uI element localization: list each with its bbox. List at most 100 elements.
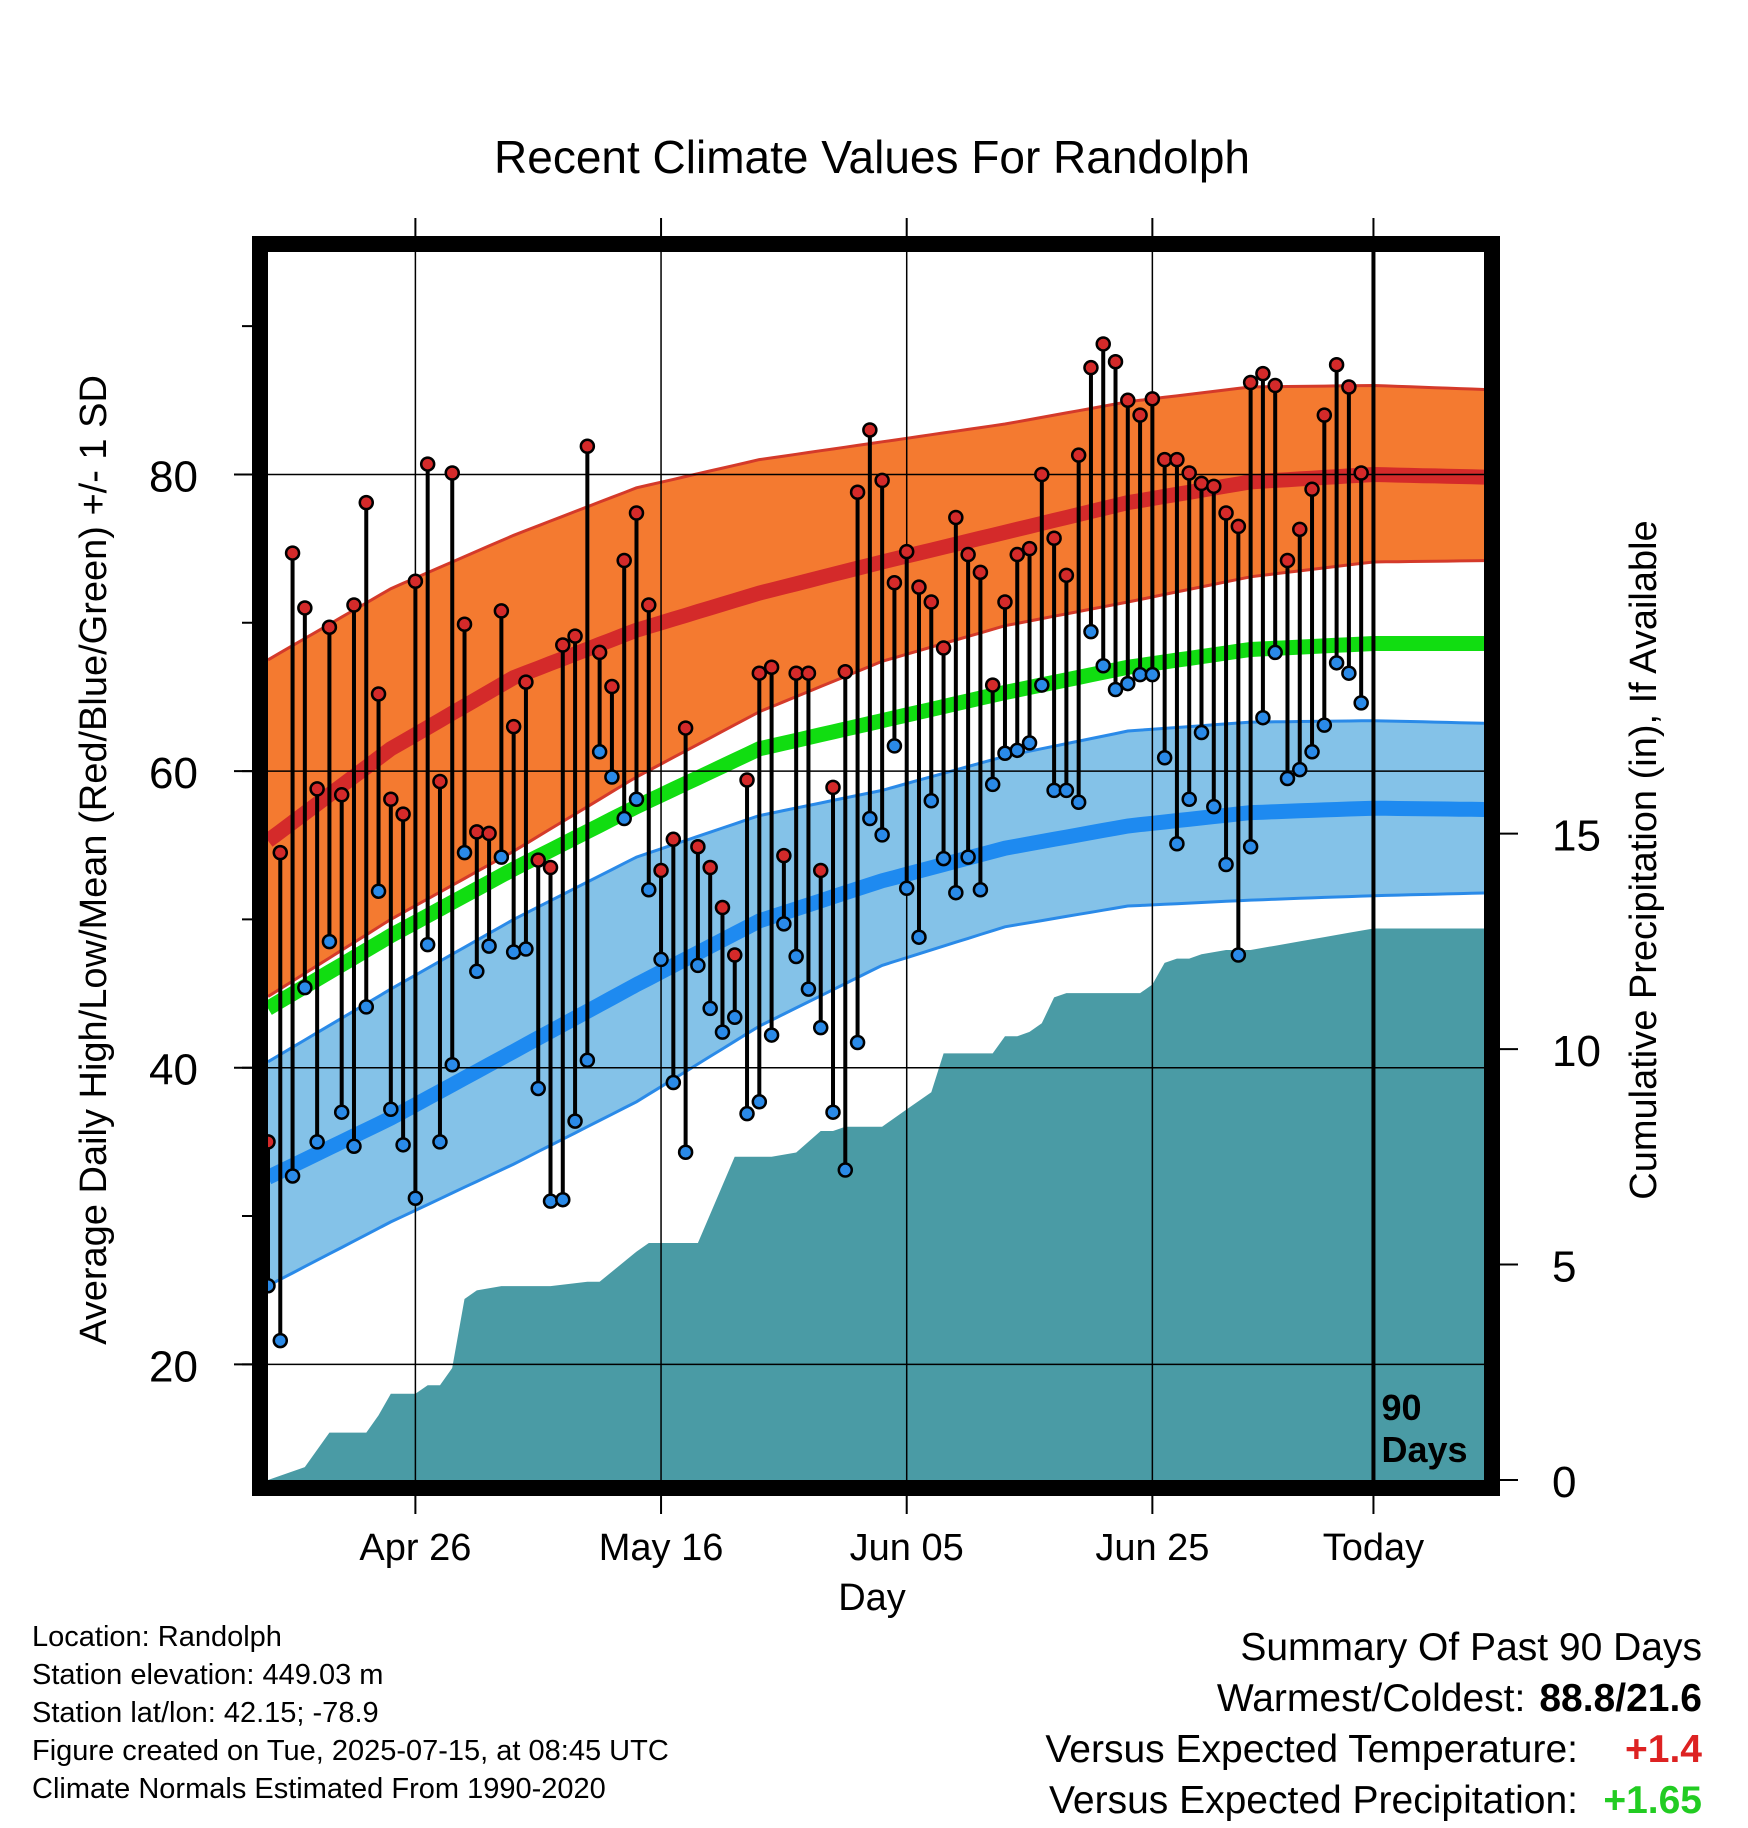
normals-text: Climate Normals Estimated From 1990-2020 (32, 1773, 606, 1805)
daily-high-point (800, 665, 817, 681)
daily-high-point (505, 718, 522, 735)
daily-low-point (665, 1074, 682, 1091)
y-tick-label: 20 (149, 1342, 198, 1391)
daily-low-point (837, 1162, 854, 1178)
daily-low-point (812, 1019, 829, 1036)
y-axis-label: Average Daily High/Low/Mean (Red/Blue/Gr… (73, 375, 115, 1345)
daily-high-point (948, 509, 964, 526)
daily-low-point (1120, 675, 1136, 692)
daily-high-point (297, 600, 313, 616)
daily-low-point (898, 880, 915, 896)
daily-high-point (776, 847, 792, 864)
daily-high-point (1193, 475, 1210, 492)
daily-high-point (1169, 451, 1185, 468)
daily-high-point (972, 564, 989, 581)
daily-high-point (751, 665, 768, 681)
daily-low-point (984, 776, 1001, 793)
latlon-text: Station lat/lon: 42.15; -78.9 (32, 1697, 379, 1729)
daily-high-point (395, 806, 411, 822)
daily-low-point (1070, 794, 1087, 810)
daily-high-point (665, 831, 682, 848)
daily-high-point (641, 597, 657, 613)
precipitation-anomaly-label: Versus Expected Precipitation: (1049, 1779, 1578, 1822)
daily-high-point (456, 616, 473, 633)
daily-low-point (800, 981, 817, 997)
y2-tick-label: 0 (1552, 1458, 1576, 1507)
daily-low-point (542, 1193, 559, 1209)
daily-high-point (1107, 353, 1124, 370)
daily-low-point (1292, 761, 1308, 778)
daily-high-point (358, 494, 375, 511)
y-tick-label: 80 (149, 452, 198, 501)
daily-high-point (935, 640, 952, 656)
daily-high-point (812, 862, 829, 879)
daily-high-point (1009, 546, 1026, 563)
daily-low-point (616, 810, 632, 827)
daily-low-point (407, 1190, 424, 1206)
daily-high-point (677, 720, 694, 736)
today-days-label: 90 (1381, 1387, 1421, 1428)
daily-high-point (1218, 505, 1234, 521)
daily-low-point (518, 941, 534, 957)
daily-low-point (579, 1052, 596, 1069)
daily-low-point (1353, 695, 1369, 711)
low-sd-band-lower-edge (268, 891, 1484, 1288)
daily-low-point (714, 1024, 731, 1040)
station-info: Location: Randolph Station elevation: 44… (32, 1618, 852, 1808)
daily-low-point (1058, 782, 1075, 799)
x-tick-label: May 16 (599, 1527, 724, 1569)
y2-tick-label: 15 (1552, 812, 1601, 861)
daily-low-point (1341, 665, 1357, 681)
daily-low-point (1009, 742, 1026, 759)
daily-high-point (763, 659, 780, 676)
daily-low-point (726, 1009, 743, 1026)
y2-tick-label: 10 (1552, 1027, 1601, 1076)
created-text: Figure created on Tue, 2025-07-15, at 08… (32, 1735, 669, 1767)
daily-high-point (383, 791, 399, 808)
daily-low-point (444, 1056, 460, 1073)
y2-tick-label: 5 (1552, 1243, 1576, 1292)
daily-high-point (333, 787, 350, 803)
low-sd-band (268, 720, 1484, 1286)
y-tick-label: 60 (149, 749, 198, 798)
daily-low-point (493, 849, 510, 865)
daily-high-point (1267, 377, 1283, 394)
warmest-coldest-value: 88.8/21.6 (1539, 1677, 1702, 1720)
precipitation-area (268, 928, 1484, 1480)
daily-low-point (555, 1191, 571, 1208)
daily-high-point (1058, 567, 1075, 584)
daily-low-point (628, 791, 645, 808)
daily-high-point (481, 825, 497, 842)
high-sd-band-upper-edge (268, 383, 1484, 662)
daily-high-point (1181, 465, 1197, 481)
x-tick-label: Today (1323, 1527, 1424, 1569)
daily-high-point (1341, 379, 1357, 395)
daily-low-point (321, 933, 338, 950)
daily-low-point (432, 1134, 448, 1150)
daily-high-point (272, 844, 289, 861)
x-tick-label: Jun 25 (1095, 1527, 1209, 1569)
daily-low-point (1279, 770, 1296, 787)
daily-low-point (370, 883, 387, 899)
plot-frame (252, 236, 1500, 1496)
daily-high-point (407, 573, 424, 589)
daily-low-point (653, 951, 669, 968)
chart-title: Recent Climate Values For Randolph (494, 131, 1250, 183)
daily-high-point (911, 579, 927, 595)
daily-high-point (1328, 356, 1345, 373)
daily-low-point (604, 769, 620, 785)
daily-low-point (849, 1034, 866, 1051)
daily-high-point (690, 838, 706, 855)
daily-high-point (542, 859, 559, 876)
daily-high-point (1144, 391, 1161, 407)
daily-low-point (1156, 749, 1173, 766)
daily-high-point (268, 1134, 276, 1150)
daily-low-point (272, 1332, 289, 1349)
daily-high-point (309, 781, 325, 797)
daily-low-point (469, 963, 485, 980)
precipitation-anomaly-value: +1.65 (1603, 1779, 1702, 1822)
daily-low-point (751, 1094, 768, 1110)
daily-high-point (591, 644, 608, 661)
high-sd-band (268, 385, 1484, 997)
warmest-coldest-row: Warmest/Coldest: 88.8/21.6 (802, 1673, 1702, 1724)
